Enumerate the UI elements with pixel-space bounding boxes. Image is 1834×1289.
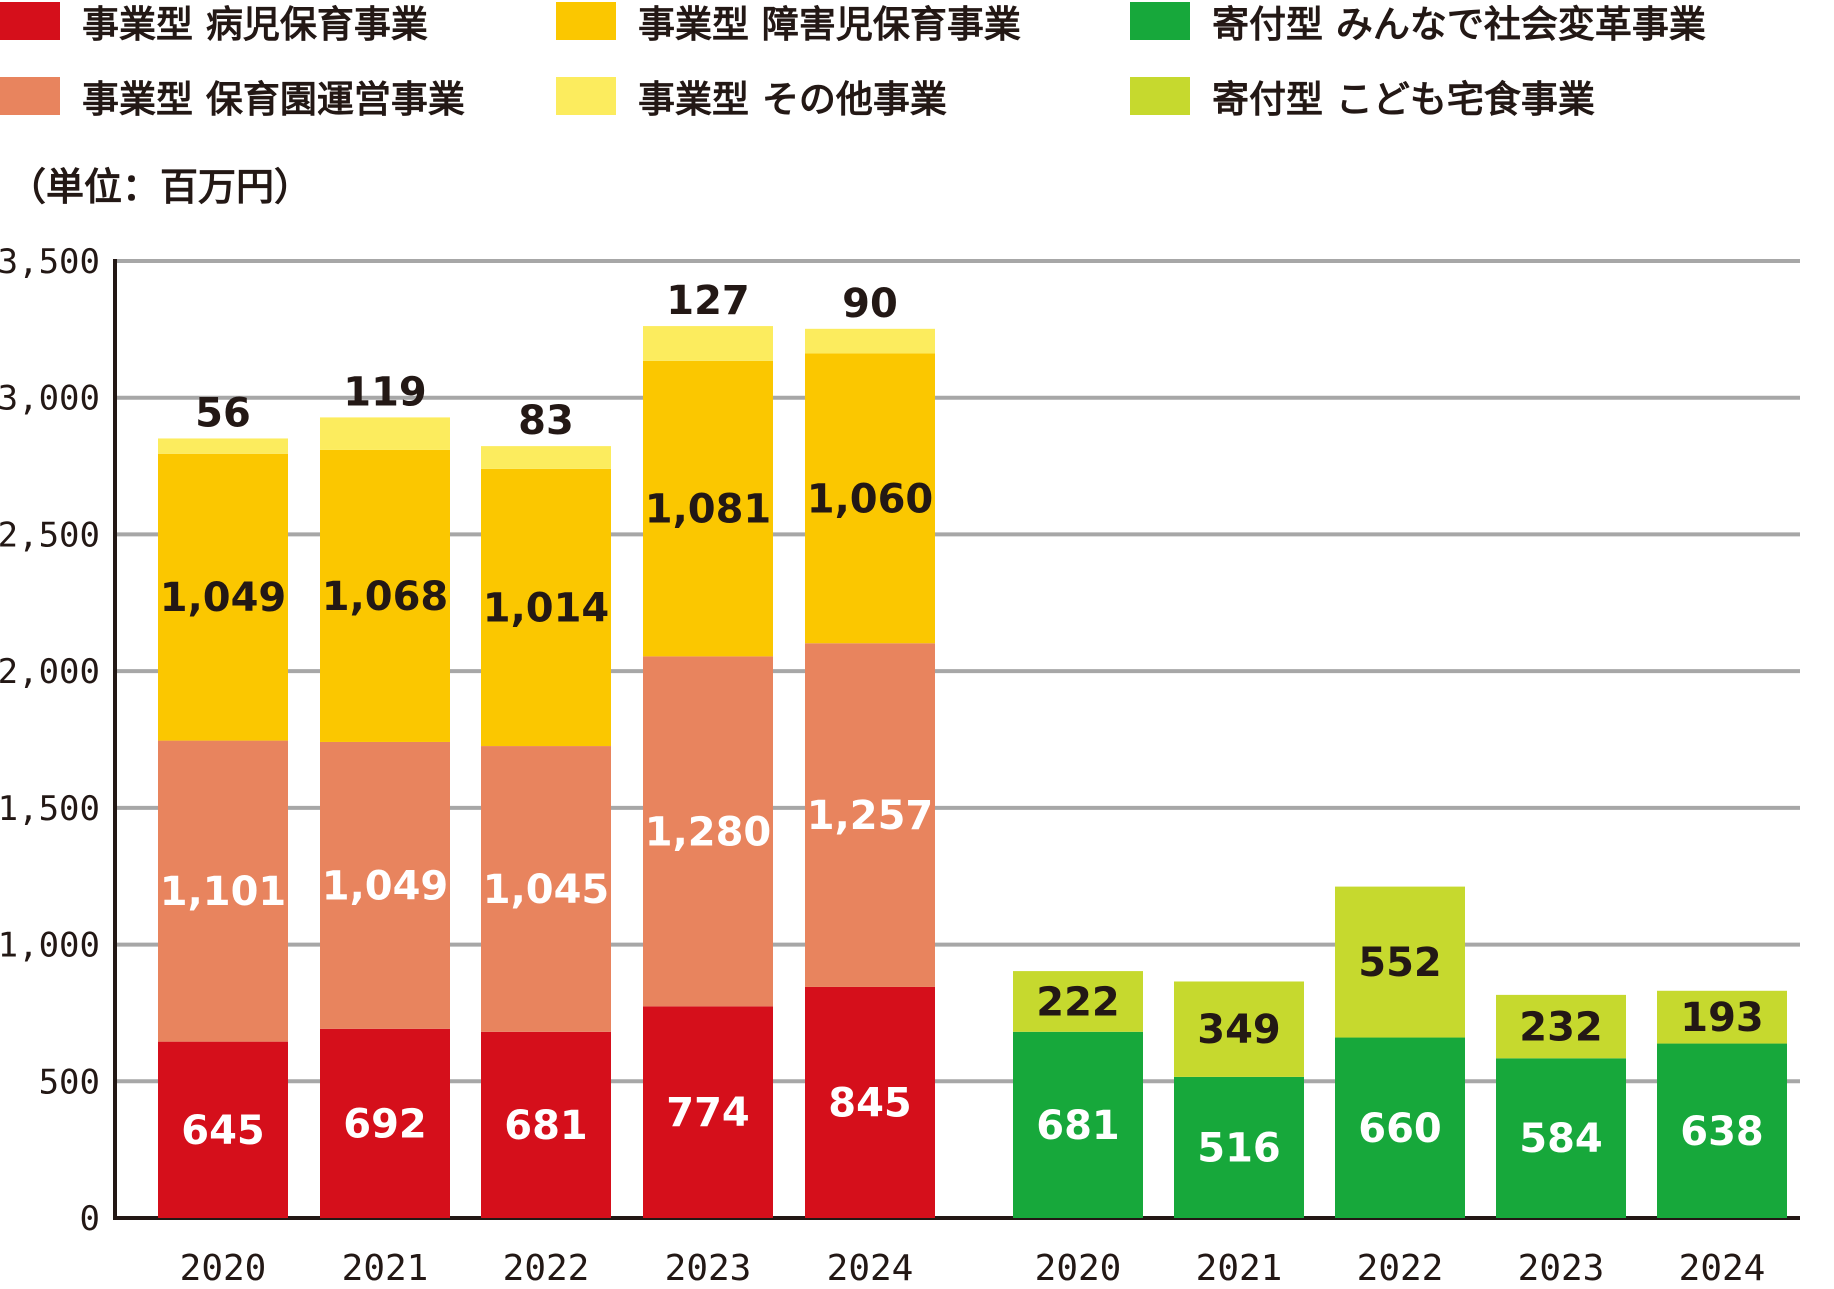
y-tick-label: 1,500 xyxy=(0,789,100,829)
legend-item-food-delivery: 寄付型 こども宅食事業 xyxy=(1130,71,1595,121)
data-label: 1,081 xyxy=(645,487,772,533)
bar-事業型-2021-series-2 xyxy=(320,449,450,742)
y-tick-label: 2,500 xyxy=(0,515,100,555)
bar-事業型-2022-series-3 xyxy=(481,446,611,469)
y-tick-label: 3,000 xyxy=(0,379,100,419)
bar-寄付型-2024-series-0 xyxy=(1657,1043,1787,1218)
bar-事業型-2023-series-1 xyxy=(643,656,773,1007)
x-tick-label: 2024 xyxy=(827,1248,914,1289)
data-label: 681 xyxy=(1036,1103,1120,1149)
legend-swatch-green xyxy=(1130,2,1190,40)
data-label: 638 xyxy=(1680,1109,1764,1155)
data-label: 1,280 xyxy=(645,809,772,855)
bar-事業型-2020-series-1 xyxy=(158,740,288,1042)
bar-寄付型-2022-series-0 xyxy=(1335,1037,1465,1218)
legend-label: 事業型 障害児保育事業 xyxy=(638,3,1021,46)
bar-事業型-2023-series-2 xyxy=(643,360,773,657)
bar-寄付型-2020-series-1 xyxy=(1013,971,1143,1032)
bar-寄付型-2024-series-1 xyxy=(1657,990,1787,1044)
y-tick-label: 500 xyxy=(39,1062,100,1102)
x-tick-label: 2021 xyxy=(342,1248,429,1289)
bar-寄付型-2023-series-1 xyxy=(1496,994,1626,1059)
bar-事業型-2023-series-0 xyxy=(643,1006,773,1218)
data-label: 645 xyxy=(181,1108,265,1154)
legend-swatch-lime xyxy=(1130,77,1190,115)
y-tick-label: 2,000 xyxy=(0,652,100,692)
data-label: 1,257 xyxy=(807,793,934,839)
legend-label: 事業型 その他事業 xyxy=(638,78,947,121)
data-label: 193 xyxy=(1680,995,1764,1041)
y-tick-label: 0 xyxy=(80,1199,100,1239)
bar-事業型-2024-series-2 xyxy=(805,353,935,644)
data-label: 56 xyxy=(195,390,251,436)
bar-事業型-2021-series-3 xyxy=(320,417,450,450)
x-tick-label: 2023 xyxy=(665,1248,752,1289)
unit-label: （単位：百万円） xyxy=(8,165,313,209)
data-label: 692 xyxy=(343,1101,427,1147)
legend-swatch-salmon xyxy=(0,77,60,115)
bar-事業型-2024-series-1 xyxy=(805,643,935,987)
legend-label: 寄付型 こども宅食事業 xyxy=(1212,78,1595,121)
x-tick-label: 2022 xyxy=(1357,1248,1444,1289)
data-label: 349 xyxy=(1197,1007,1281,1053)
data-label: 552 xyxy=(1358,940,1442,986)
data-label: 127 xyxy=(666,278,750,324)
legend: 事業型 病児保育事業 事業型 障害児保育事業 寄付型 みんなで社会変革事業 事業… xyxy=(0,0,1834,140)
data-label: 1,049 xyxy=(160,575,287,621)
bar-事業型-2024-series-3 xyxy=(805,328,935,354)
data-label: 83 xyxy=(518,398,574,444)
bar-寄付型-2021-series-0 xyxy=(1174,1076,1304,1218)
bar-事業型-2022-series-1 xyxy=(481,746,611,1032)
bar-事業型-2023-series-3 xyxy=(643,326,773,361)
bar-寄付型-2023-series-0 xyxy=(1496,1058,1626,1218)
data-label: 222 xyxy=(1036,979,1120,1025)
data-label: 774 xyxy=(666,1090,750,1136)
bar-事業型-2024-series-0 xyxy=(805,986,935,1218)
data-label: 845 xyxy=(828,1080,912,1126)
bar-事業型-2020-series-2 xyxy=(158,453,288,741)
data-label: 90 xyxy=(842,281,898,327)
x-tick-label: 2020 xyxy=(180,1248,267,1289)
data-label: 681 xyxy=(504,1103,588,1149)
x-tick-label: 2024 xyxy=(1679,1248,1766,1289)
bar-事業型-2021-series-1 xyxy=(320,741,450,1029)
legend-swatch-light-yellow xyxy=(556,77,616,115)
data-label: 516 xyxy=(1197,1125,1281,1171)
y-tick-label: 3,500 xyxy=(0,242,100,282)
legend-label: 寄付型 みんなで社会変革事業 xyxy=(1212,3,1706,46)
legend-item-other: 事業型 その他事業 xyxy=(556,71,947,121)
data-label: 1,049 xyxy=(322,863,449,909)
data-label: 660 xyxy=(1358,1106,1442,1152)
bar-事業型-2021-series-0 xyxy=(320,1028,450,1218)
x-tick-label: 2022 xyxy=(503,1248,590,1289)
legend-swatch-red xyxy=(0,2,60,40)
legend-item-disabled-child-care: 事業型 障害児保育事業 xyxy=(556,0,1021,46)
data-label: 1,014 xyxy=(483,585,610,631)
legend-item-sick-child-care: 事業型 病児保育事業 xyxy=(0,0,428,46)
data-label: 119 xyxy=(343,369,427,415)
data-label: 232 xyxy=(1519,1005,1603,1051)
x-tick-label: 2021 xyxy=(1196,1248,1283,1289)
legend-label: 事業型 保育園運営事業 xyxy=(82,78,465,121)
data-label: 1,045 xyxy=(483,867,610,913)
bar-寄付型-2020-series-0 xyxy=(1013,1031,1143,1218)
data-label: 584 xyxy=(1519,1116,1603,1162)
bar-事業型-2020-series-0 xyxy=(158,1041,288,1218)
bar-事業型-2022-series-2 xyxy=(481,468,611,747)
data-label: 1,068 xyxy=(322,574,449,620)
legend-item-social-change: 寄付型 みんなで社会変革事業 xyxy=(1130,0,1706,46)
y-tick-label: 1,000 xyxy=(0,926,100,966)
x-tick-label: 2023 xyxy=(1518,1248,1605,1289)
bar-事業型-2020-series-3 xyxy=(158,438,288,454)
bar-事業型-2022-series-0 xyxy=(481,1031,611,1218)
data-label: 1,060 xyxy=(807,476,934,522)
data-label: 1,101 xyxy=(160,869,287,915)
legend-label: 事業型 病児保育事業 xyxy=(82,3,428,46)
legend-item-nursery-operation: 事業型 保育園運営事業 xyxy=(0,71,465,121)
legend-swatch-yellow xyxy=(556,2,616,40)
bar-寄付型-2021-series-1 xyxy=(1174,981,1304,1077)
bar-寄付型-2022-series-1 xyxy=(1335,886,1465,1038)
x-tick-label: 2020 xyxy=(1035,1248,1122,1289)
